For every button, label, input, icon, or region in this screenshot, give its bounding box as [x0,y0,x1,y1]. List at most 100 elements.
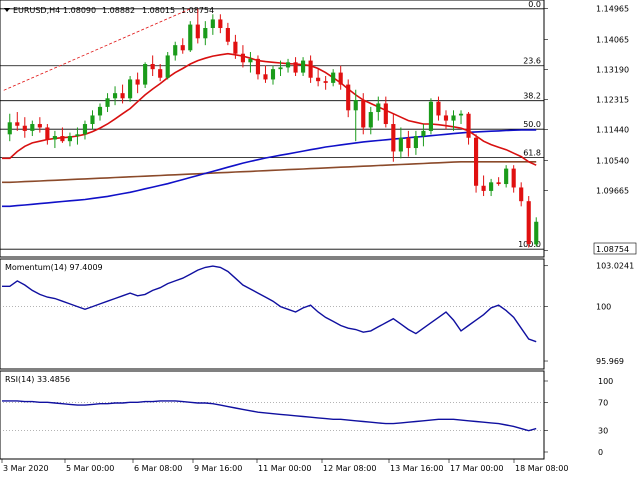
candle-body [195,24,200,39]
candle-body [511,168,516,188]
rsi-tick-label: 30 [598,427,608,436]
price-axis: 1.14965 1.14065 1.13190 1.12315 1.11440 1.105… [544,5,629,255]
candle-body [52,136,57,140]
fib-level-label: 23.6 [523,57,541,66]
candle-body [323,81,328,83]
price-tick-label: 1.14065 [596,35,629,44]
moving-averages [2,52,537,208]
momentum-axis: 103.0241 100 95.969 [544,262,634,366]
candlesticks [7,8,539,248]
time-tick-label: 12 Mar 08:00 [323,464,376,473]
candle-body [7,122,12,135]
candle-body [112,93,118,99]
rsi-tick-label: 70 [598,398,608,407]
time-tick-label: 13 Mar 16:00 [390,464,443,473]
candle-body [421,130,426,137]
time-tick-label: 6 Mar 08:00 [134,464,182,473]
candle-body [263,74,268,80]
fib-level-label: 50.0 [523,120,541,129]
candle-body [534,221,539,245]
trendline[interactable] [3,8,191,91]
price-tick-label: 1.10540 [596,156,629,165]
sma-short-line [2,52,537,166]
candle-body [165,55,170,78]
candle-body [451,115,456,121]
time-tick-label: 18 Mar 08:00 [515,464,568,473]
rsi-line [0,400,544,432]
symbol-label: EURUSD,H4 [13,6,60,15]
candle-body [496,182,501,185]
candle-body [60,136,65,142]
candle-body [308,60,313,78]
candle-body [105,98,110,107]
sma-long-line [2,129,537,208]
candle-body [278,67,283,70]
candle-body [353,100,358,111]
candle-body [135,79,140,85]
candle-body [180,45,185,51]
candle-body [143,64,148,85]
candle-body [45,127,50,140]
candle-body [22,125,27,131]
fib-level-label: 0.0 [528,0,541,9]
candle-body [158,69,163,78]
momentum-panel[interactable] [0,258,545,370]
candle-body [474,137,479,186]
momentum-tick-label: 103.0241 [596,262,634,271]
candle-body [316,77,321,82]
candle-body [504,168,509,185]
candle-body [338,72,343,85]
rsi-axis: 100 70 30 0 [544,377,613,457]
candle-body [120,93,125,99]
rsi-title: RSI(14) 33.4856 [5,375,70,384]
fib-level-label: 100.0 [518,240,541,249]
current-price-tag [593,242,637,255]
candle-body [255,58,261,75]
candle-body [210,19,215,29]
candle-body [466,113,471,138]
candle-body [481,185,486,191]
candle-body [391,124,396,152]
candle-body [406,137,411,149]
rsi-tick-label: 0 [598,448,603,457]
momentum-line [0,265,544,343]
low-price: 1.08015 [142,6,175,15]
time-axis: 3 Mar 2020 5 Mar 00:00 6 Mar 08:00 9 Mar 16… [1,459,568,473]
sma-mid-line [2,161,537,184]
candle-body [346,84,351,111]
candle-body [376,103,381,113]
candle-body [519,187,524,202]
candle-body [203,28,208,39]
momentum-series [2,265,537,343]
price-tick-label: 1.14965 [596,5,629,14]
candle-body [75,134,80,137]
candle-body [368,112,373,128]
candle-body [428,101,434,131]
candle-body [285,62,291,68]
rsi-panel[interactable] [0,370,545,460]
momentum-tick-label: 100 [596,303,611,312]
candle-body [37,124,42,128]
candle-body [150,64,155,70]
momentum-title: Momentum(14) 97.4009 [5,263,103,272]
price-tick-label: 1.12315 [596,96,629,105]
candle-body [398,137,403,152]
candle-body [97,106,103,116]
candle-body [188,24,193,51]
fib-level-label: 61.8 [523,149,541,158]
candle-body [443,115,449,121]
candle-body [82,124,88,135]
fib-level-label: 38.2 [523,92,541,101]
candle-body [15,122,20,126]
candle-body [331,72,336,83]
candle-body [248,58,253,63]
candle-body [173,45,178,56]
candle-body [458,113,464,116]
time-tick-label: 11 Mar 00:00 [258,464,311,473]
candle-body [383,103,388,125]
candle-body [436,101,441,116]
candle-body [67,136,72,142]
momentum-tick-label: 95.969 [596,357,624,366]
candle-body [413,136,418,149]
